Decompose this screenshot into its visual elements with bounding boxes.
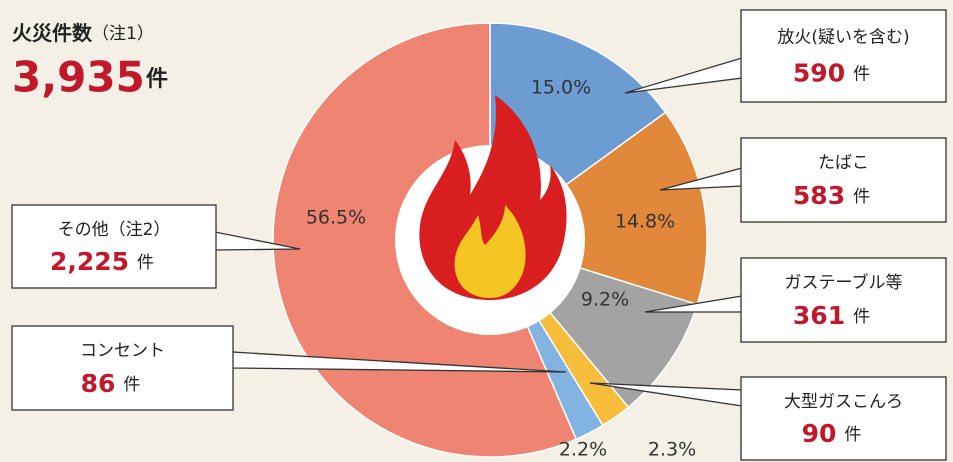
count: 590 件 — [793, 58, 870, 87]
count-unit: 件 — [137, 253, 154, 273]
count-unit: 件 — [844, 425, 861, 445]
title-text: 火災件数 — [12, 21, 93, 45]
category-label: 放火(疑いを含む) — [777, 28, 909, 48]
total: 3,935 — [12, 53, 145, 102]
title-note: （注1） — [92, 24, 154, 44]
flame-core — [454, 205, 526, 298]
count-value: 583 — [793, 181, 845, 210]
count: 90 件 — [802, 419, 862, 448]
callout-box — [740, 137, 947, 223]
count: 2,225 件 — [50, 247, 154, 276]
callout-box — [11, 325, 234, 411]
count-value: 361 — [793, 301, 845, 330]
slice-label: 2.2% — [559, 439, 607, 461]
slice-label: 14.8% — [615, 211, 675, 233]
count-value: 86 — [81, 369, 116, 398]
slice-label: 2.3% — [648, 439, 696, 461]
slice-label: 56.5% — [306, 207, 366, 229]
slice-label: 9.2% — [581, 289, 629, 311]
count-value: 2,225 — [50, 247, 129, 276]
count-unit: 件 — [853, 307, 870, 327]
category-label: ガステーブル等 — [785, 272, 903, 293]
count: 361 件 — [793, 301, 870, 330]
count-value: 90 — [802, 419, 837, 448]
category-label: たばこ — [818, 153, 869, 173]
count: 86 件 — [81, 369, 141, 398]
category-label: 大型ガスこんろ — [784, 392, 903, 412]
count-unit: 件 — [123, 375, 140, 395]
title: 火災件数（注1） — [12, 21, 154, 45]
count: 583 件 — [793, 181, 870, 210]
slice-label: 15.0% — [531, 77, 591, 99]
callout-box — [11, 204, 217, 289]
count-unit: 件 — [853, 187, 870, 207]
category-label: その他（注2） — [58, 220, 171, 240]
count-value: 590 — [793, 58, 845, 87]
flame — [419, 95, 567, 300]
callout-box — [740, 376, 947, 461]
total-unit: 件 — [146, 67, 168, 92]
callout-box — [740, 9, 947, 103]
category-label: コンセント — [80, 341, 165, 361]
count-unit: 件 — [853, 64, 870, 84]
callout-box — [740, 257, 947, 343]
